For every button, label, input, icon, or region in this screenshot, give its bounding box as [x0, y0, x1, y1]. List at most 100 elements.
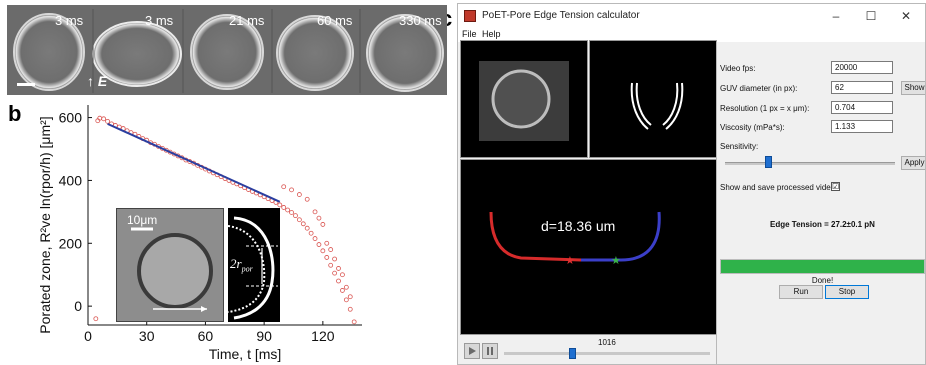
data-point — [343, 297, 349, 303]
sensitivity-slider-track[interactable] — [725, 162, 895, 165]
maximize-icon[interactable]: ☐ — [865, 9, 877, 23]
apply-button[interactable]: Apply — [901, 156, 925, 170]
vesicle-frames — [13, 9, 444, 93]
inset-scale-text: 10μm — [127, 213, 158, 227]
data-point — [336, 266, 341, 271]
processed-vesicle-image: ★ ★ — [489, 211, 661, 267]
app-logo-icon — [464, 10, 476, 22]
frame-4-time: 60 ms — [317, 13, 353, 28]
inset-binary: 2rpor — [228, 208, 280, 322]
edge-detection-view — [589, 40, 717, 158]
data-point — [101, 116, 107, 122]
done-status: Done! — [811, 276, 834, 285]
title-bar: PoET-Pore Edge Tension calculator – ☐ ✕ — [458, 4, 925, 28]
data-point — [328, 262, 334, 268]
resolution-input[interactable]: 0.704 — [831, 101, 893, 114]
data-point — [320, 248, 326, 254]
diameter-input[interactable]: 62 — [831, 81, 893, 94]
frame-number: 1016 — [598, 338, 616, 347]
data-point — [340, 272, 345, 278]
inset-radius-label: 2rpor — [230, 256, 253, 274]
data-point — [328, 247, 334, 252]
x-tick-label: 90 — [256, 328, 272, 344]
minimize-icon[interactable]: – — [832, 9, 840, 23]
data-point — [316, 215, 322, 221]
run-button[interactable]: Run — [779, 285, 823, 299]
data-point — [308, 230, 314, 236]
y-tick-label: 400 — [59, 172, 83, 188]
sensitivity-slider-thumb[interactable] — [764, 156, 772, 168]
playback-slider-track[interactable] — [504, 352, 710, 355]
menu-file[interactable]: File — [462, 29, 477, 39]
data-point — [304, 196, 310, 202]
processed-video-view: ★ ★ d=18.36 um — [460, 159, 717, 335]
data-point — [281, 205, 287, 210]
svg-text:★: ★ — [565, 254, 575, 267]
diameter-overlay: d=18.36 um — [541, 218, 616, 234]
radius-subscript: por — [241, 264, 253, 274]
data-point — [93, 316, 99, 322]
svg-text:★: ★ — [611, 254, 621, 267]
app-window: PoET-Pore Edge Tension calculator – ☐ ✕ … — [457, 3, 926, 365]
stop-button[interactable]: Stop — [825, 285, 869, 299]
frame-5-time: 330 ms — [399, 13, 442, 28]
y-tick-label: 600 — [59, 110, 83, 126]
panel-b-chart: 0 30 60 90 120 0 200 400 600 Porated zone, R²ve … — [0, 100, 450, 365]
x-tick-label: 60 — [198, 328, 214, 344]
data-point — [312, 236, 318, 241]
edge-arcs-image — [630, 82, 684, 130]
show-button[interactable]: Show — [901, 81, 925, 95]
raw-frame-view — [460, 40, 588, 158]
data-point — [320, 222, 326, 227]
panel-a-micrographs: 3 ms 3 ms 21 ms 60 ms 330 ms ↑ E — [7, 5, 447, 95]
window-title: PoET-Pore Edge Tension calculator — [482, 10, 640, 21]
show-save-checkbox[interactable]: ☑ — [831, 182, 840, 191]
x-tick-label: 0 — [84, 328, 92, 344]
data-point — [289, 210, 294, 215]
y-tick-label: 200 — [59, 235, 83, 251]
play-button[interactable] — [464, 343, 480, 359]
radius-symbol: 2r — [230, 256, 242, 271]
play-icon — [469, 347, 476, 355]
vesicle-frame-4 — [276, 15, 354, 91]
menu-help[interactable]: Help — [482, 29, 501, 39]
y-axis-label: Porated zone, R²ve ln(rpor/h) [μm²] — [37, 116, 53, 333]
data-point — [300, 221, 306, 227]
progress-fill — [721, 260, 924, 273]
chart-svg: 0 30 60 90 120 0 200 400 600 Porated zone, R²ve … — [37, 105, 362, 362]
fit-line — [107, 122, 281, 203]
data-point — [347, 294, 353, 300]
playback-bar: 1016 — [460, 336, 716, 364]
progress-bar — [720, 259, 925, 274]
electric-field-label: ↑ E — [87, 73, 108, 89]
fps-input[interactable]: 20000 — [831, 61, 893, 74]
data-point — [351, 319, 357, 325]
data-point — [296, 217, 302, 223]
data-point — [289, 187, 294, 193]
viscosity-input[interactable]: 1.133 — [831, 120, 893, 133]
pause-icon — [487, 347, 493, 355]
data-point — [324, 240, 330, 246]
raw-vesicle-image — [479, 61, 569, 141]
close-icon[interactable]: ✕ — [900, 9, 912, 23]
data-point — [340, 288, 345, 293]
field-letter: E — [97, 73, 108, 89]
edge-tension-result: Edge Tension = 27.2±0.1 pN — [770, 220, 875, 229]
menu-bar: File Help — [458, 28, 925, 42]
vesicle-frame-5 — [366, 14, 444, 92]
diameter-label: GUV diameter (in px): — [720, 84, 798, 93]
data-point — [343, 284, 349, 290]
data-point — [296, 192, 302, 197]
vesicle-frame-1 — [13, 13, 85, 91]
y-tick-label: 0 — [74, 298, 82, 314]
data-point — [324, 255, 330, 260]
data-point — [277, 202, 283, 208]
data-point — [332, 256, 338, 262]
pause-button[interactable] — [482, 343, 498, 359]
x-tick-label: 30 — [139, 328, 155, 344]
data-point — [312, 209, 318, 215]
data-point — [285, 207, 291, 213]
playback-slider-thumb[interactable] — [568, 348, 576, 359]
viscosity-label: Viscosity (mPa*s): — [720, 123, 785, 132]
x-axis-label: Time, t [ms] — [209, 346, 282, 362]
